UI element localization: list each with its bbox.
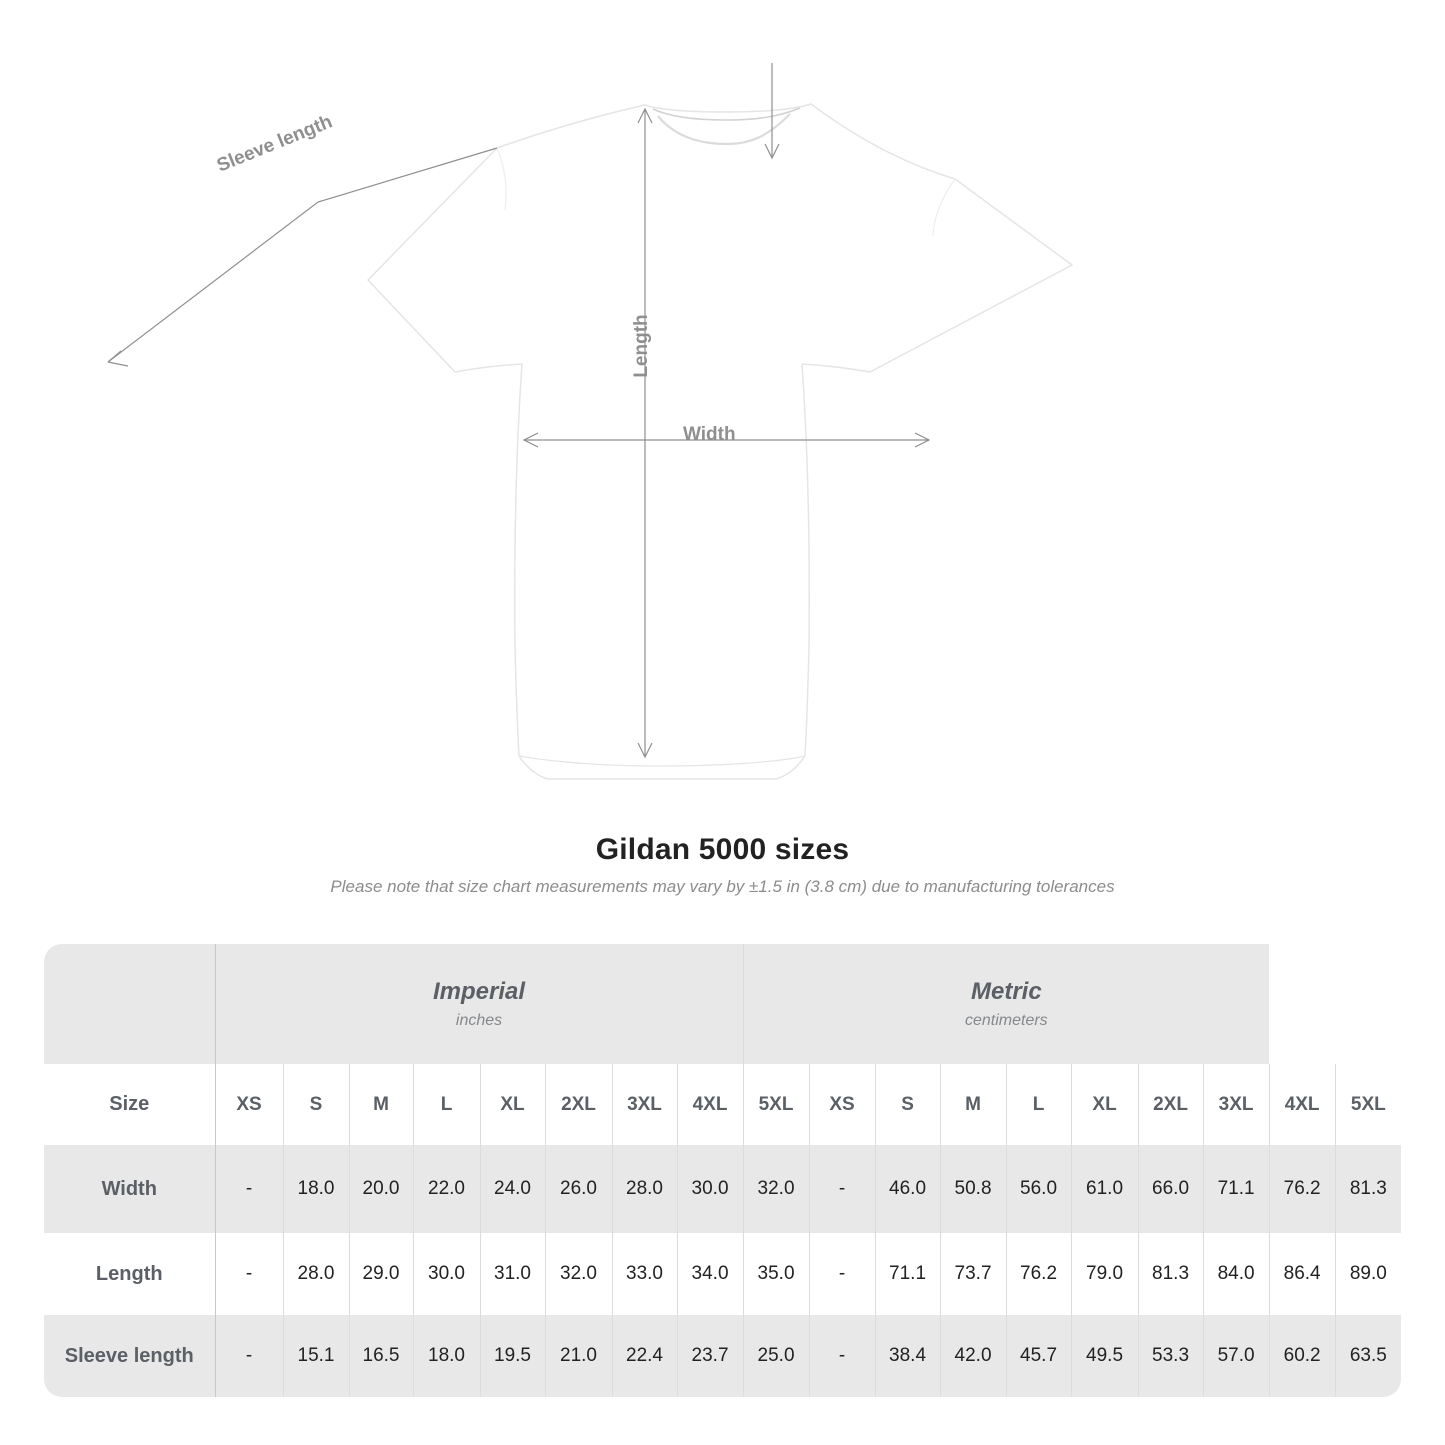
svg-text:Sleeve length: Sleeve length (214, 111, 335, 176)
svg-text:Width: Width (683, 424, 736, 445)
svg-text:Length: Length (631, 314, 652, 377)
